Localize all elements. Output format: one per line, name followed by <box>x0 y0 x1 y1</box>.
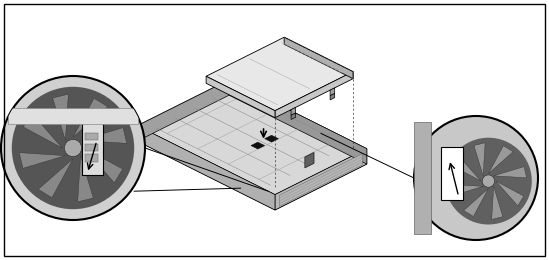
Polygon shape <box>275 72 353 118</box>
Polygon shape <box>251 142 265 149</box>
Polygon shape <box>81 128 127 144</box>
Polygon shape <box>275 149 367 210</box>
Polygon shape <box>291 107 296 115</box>
Polygon shape <box>206 76 275 118</box>
Polygon shape <box>453 156 481 181</box>
Polygon shape <box>77 156 93 202</box>
Bar <box>441 147 463 200</box>
Polygon shape <box>137 126 275 210</box>
Bar <box>85 154 98 162</box>
Polygon shape <box>489 146 513 174</box>
Wedge shape <box>12 87 134 209</box>
Polygon shape <box>330 88 335 96</box>
Polygon shape <box>330 93 335 100</box>
Polygon shape <box>137 80 367 194</box>
Polygon shape <box>450 184 483 196</box>
Polygon shape <box>19 153 65 168</box>
Bar <box>82 121 103 175</box>
Polygon shape <box>284 37 353 79</box>
Polygon shape <box>84 148 123 183</box>
Polygon shape <box>474 143 485 176</box>
Polygon shape <box>265 135 278 142</box>
Polygon shape <box>229 80 367 164</box>
Polygon shape <box>464 188 489 217</box>
Circle shape <box>1 76 145 220</box>
Polygon shape <box>496 181 524 206</box>
Polygon shape <box>305 152 314 168</box>
Bar <box>85 133 98 140</box>
Circle shape <box>482 175 495 187</box>
Polygon shape <box>73 98 108 137</box>
Bar <box>414 122 432 234</box>
Wedge shape <box>445 138 532 224</box>
Polygon shape <box>38 159 73 198</box>
Polygon shape <box>137 80 229 141</box>
Polygon shape <box>137 95 367 210</box>
Circle shape <box>64 139 82 157</box>
Circle shape <box>414 116 538 240</box>
Polygon shape <box>494 167 526 178</box>
Bar <box>8 108 138 124</box>
Bar <box>85 144 98 151</box>
Polygon shape <box>23 113 62 148</box>
Polygon shape <box>279 154 362 206</box>
Polygon shape <box>291 113 296 120</box>
Polygon shape <box>492 186 503 219</box>
Polygon shape <box>53 94 69 140</box>
Polygon shape <box>206 37 353 111</box>
